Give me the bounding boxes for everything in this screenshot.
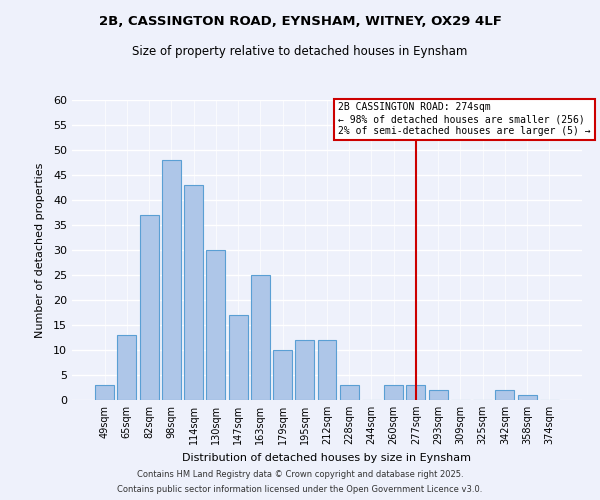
Bar xyxy=(429,390,448,400)
Bar xyxy=(229,315,248,400)
Text: 2B CASSINGTON ROAD: 274sqm
← 98% of detached houses are smaller (256)
2% of semi: 2B CASSINGTON ROAD: 274sqm ← 98% of deta… xyxy=(338,102,591,136)
X-axis label: Distribution of detached houses by size in Eynsham: Distribution of detached houses by size … xyxy=(182,452,472,462)
Bar xyxy=(518,395,536,400)
Text: Size of property relative to detached houses in Eynsham: Size of property relative to detached ho… xyxy=(133,45,467,58)
Bar xyxy=(251,275,270,400)
Bar xyxy=(406,385,425,400)
Bar xyxy=(95,385,114,400)
Bar xyxy=(118,335,136,400)
Bar xyxy=(340,385,359,400)
Bar xyxy=(206,250,225,400)
Y-axis label: Number of detached properties: Number of detached properties xyxy=(35,162,44,338)
Text: Contains HM Land Registry data © Crown copyright and database right 2025.: Contains HM Land Registry data © Crown c… xyxy=(137,470,463,479)
Bar xyxy=(384,385,403,400)
Bar xyxy=(140,215,158,400)
Bar xyxy=(162,160,181,400)
Bar xyxy=(496,390,514,400)
Bar xyxy=(295,340,314,400)
Bar xyxy=(184,185,203,400)
Bar xyxy=(273,350,292,400)
Text: Contains public sector information licensed under the Open Government Licence v3: Contains public sector information licen… xyxy=(118,485,482,494)
Text: 2B, CASSINGTON ROAD, EYNSHAM, WITNEY, OX29 4LF: 2B, CASSINGTON ROAD, EYNSHAM, WITNEY, OX… xyxy=(98,15,502,28)
Bar xyxy=(317,340,337,400)
